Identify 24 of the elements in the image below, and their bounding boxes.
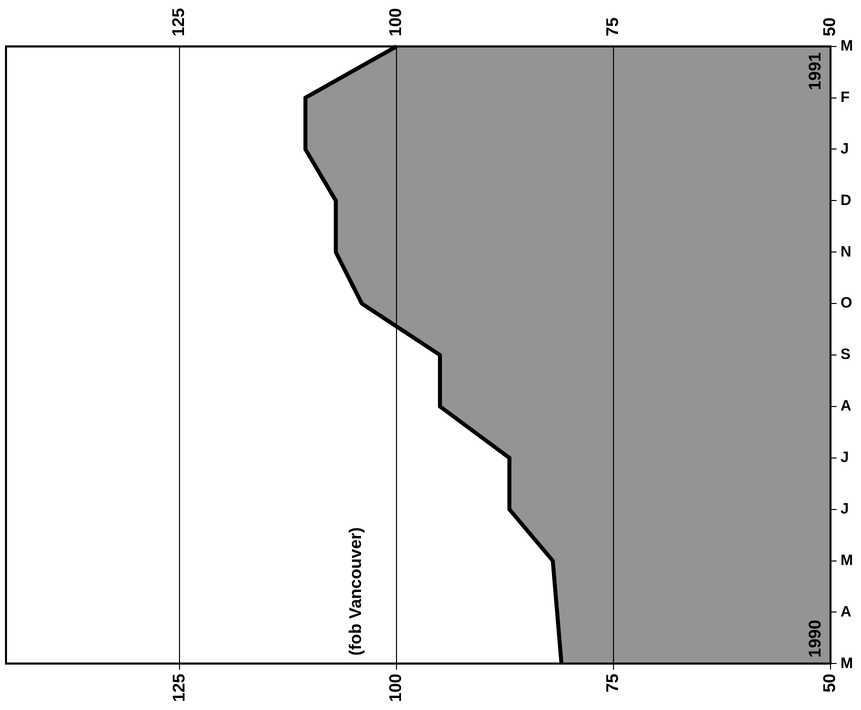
x2-tick-label: 125 bbox=[168, 8, 188, 36]
x-tick-label: 125 bbox=[169, 674, 188, 702]
y-tick-label: J bbox=[840, 500, 849, 518]
y-tick-label: A bbox=[840, 603, 852, 620]
y-tick-label: M bbox=[840, 552, 854, 569]
annotation: 1991 bbox=[806, 52, 825, 90]
x-tick-label: 75 bbox=[603, 674, 622, 693]
y-tick-label: F bbox=[840, 88, 850, 106]
x2-tick-label: 75 bbox=[602, 17, 622, 36]
y-tick-label: S bbox=[840, 346, 851, 364]
annotation: 1990 bbox=[806, 620, 825, 658]
y-tick-label: J bbox=[840, 140, 849, 158]
y-tick-label: D bbox=[840, 192, 852, 209]
x2-tick-label: 50 bbox=[820, 17, 839, 36]
x-tick-label: 100 bbox=[386, 674, 406, 702]
x-tick-label: 50 bbox=[820, 674, 840, 693]
x2-tick-label: 100 bbox=[386, 8, 405, 36]
y-tick-label: M bbox=[840, 38, 854, 55]
annotation: (fob Vancouver) bbox=[346, 527, 365, 656]
y-tick-label: A bbox=[840, 398, 852, 415]
y-tick-label: M bbox=[840, 654, 854, 672]
y-tick-label: J bbox=[840, 449, 849, 466]
y-tick-label: O bbox=[840, 294, 853, 312]
y-tick-label: N bbox=[840, 243, 852, 260]
